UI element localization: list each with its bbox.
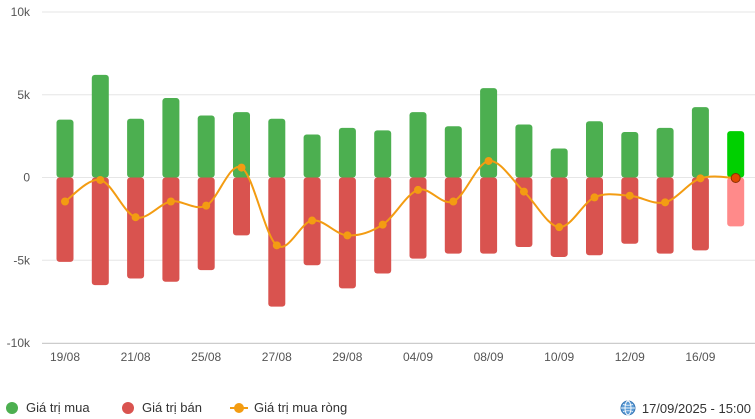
legend-sell-label: Giá trị bán xyxy=(142,400,202,415)
sell-bar xyxy=(550,177,568,257)
legend-item-sell[interactable]: Giá trị bán xyxy=(122,400,202,415)
net-point xyxy=(555,223,564,232)
net-point xyxy=(237,163,246,172)
net-point xyxy=(166,197,175,206)
chart-plot: 10k 5k 0 -5k -10k 19/08 21/08 25/08 27/08 29/08 04… xyxy=(7,5,755,364)
legend-sell-marker xyxy=(122,401,134,414)
net-point xyxy=(96,175,105,184)
x-tick-label: 08/09 xyxy=(474,350,504,364)
y-tick-label: 0 xyxy=(23,171,30,185)
x-tick-label: 29/08 xyxy=(332,350,362,364)
buy-bar xyxy=(197,115,215,178)
sell-bar xyxy=(56,177,74,262)
net-point xyxy=(414,185,422,194)
net-point xyxy=(449,197,458,206)
buy-bar xyxy=(374,130,392,178)
net-line xyxy=(64,159,736,248)
net-point xyxy=(202,201,211,210)
timestamp: 17/09/2025 - 15:00 xyxy=(620,400,751,416)
x-tick-label: 27/08 xyxy=(262,350,292,364)
x-tick-label: 04/09 xyxy=(403,350,433,364)
buy-bar xyxy=(550,148,568,178)
net-point xyxy=(484,156,493,165)
buy-bar xyxy=(56,119,74,178)
y-tick-label: 10k xyxy=(11,5,31,19)
legend-item-net[interactable]: Giá trị mua ròng xyxy=(230,400,347,415)
buy-bar xyxy=(338,127,356,178)
sell-bar xyxy=(656,177,674,254)
buy-bar xyxy=(656,127,674,178)
y-tick-label: -10k xyxy=(7,336,31,350)
buy-bar xyxy=(586,121,603,178)
x-tick-label: 25/08 xyxy=(191,350,221,364)
sell-bar xyxy=(480,177,498,254)
net-point xyxy=(131,213,140,222)
buy-bar xyxy=(691,107,709,178)
sell-bar xyxy=(197,177,215,271)
x-tick-label: 12/09 xyxy=(615,350,645,364)
net-point xyxy=(696,174,705,183)
net-point xyxy=(61,197,69,206)
legend-buy-marker xyxy=(6,401,18,414)
x-tick-label: 10/09 xyxy=(544,350,574,364)
buy-bar xyxy=(127,118,145,178)
sell-bar xyxy=(233,177,250,236)
legend-net-label: Giá trị mua ròng xyxy=(254,400,348,415)
buy-bar xyxy=(233,112,250,178)
x-tick-label: 19/08 xyxy=(50,350,80,364)
sell-bar xyxy=(586,177,603,256)
buy-bar xyxy=(480,88,498,178)
legend-item-buy[interactable]: Giá trị mua xyxy=(6,400,90,415)
sell-bar xyxy=(409,177,427,259)
buy-bar xyxy=(444,126,462,178)
legend-buy-label: Giá trị mua xyxy=(26,400,90,415)
x-tick-label: 21/08 xyxy=(121,350,151,364)
globe-icon xyxy=(620,400,636,416)
sell-bar xyxy=(727,177,745,227)
sell-bar xyxy=(127,177,145,279)
buy-bar xyxy=(727,131,745,178)
net-point xyxy=(519,187,528,196)
y-tick-label: -5k xyxy=(13,253,31,267)
net-point xyxy=(625,191,634,200)
x-tick-label: 16/09 xyxy=(685,350,715,364)
sell-bar xyxy=(691,177,709,251)
legend-net-marker xyxy=(230,402,248,414)
buy-bar xyxy=(409,112,427,178)
buy-bar xyxy=(515,124,533,178)
sell-bar xyxy=(444,177,462,254)
buy-bar xyxy=(162,98,180,178)
y-tick-label: 5k xyxy=(17,88,31,102)
buy-bar xyxy=(91,74,109,178)
sell-bar xyxy=(162,177,180,282)
net-point xyxy=(378,220,387,229)
net-point xyxy=(661,198,670,207)
net-point xyxy=(343,231,352,240)
buy-bar xyxy=(621,131,639,178)
net-point xyxy=(308,216,317,225)
net-point xyxy=(590,193,599,202)
net-point xyxy=(272,241,281,250)
timestamp-text: 17/09/2025 - 15:00 xyxy=(641,400,751,416)
chart-legend: Giá trị mua Giá trị bán Giá trị mua ròng… xyxy=(0,396,755,418)
sell-bar xyxy=(91,177,109,286)
sell-bar xyxy=(621,177,639,244)
net-point xyxy=(730,172,741,183)
buy-bar xyxy=(303,134,321,178)
buy-bar xyxy=(268,118,286,178)
